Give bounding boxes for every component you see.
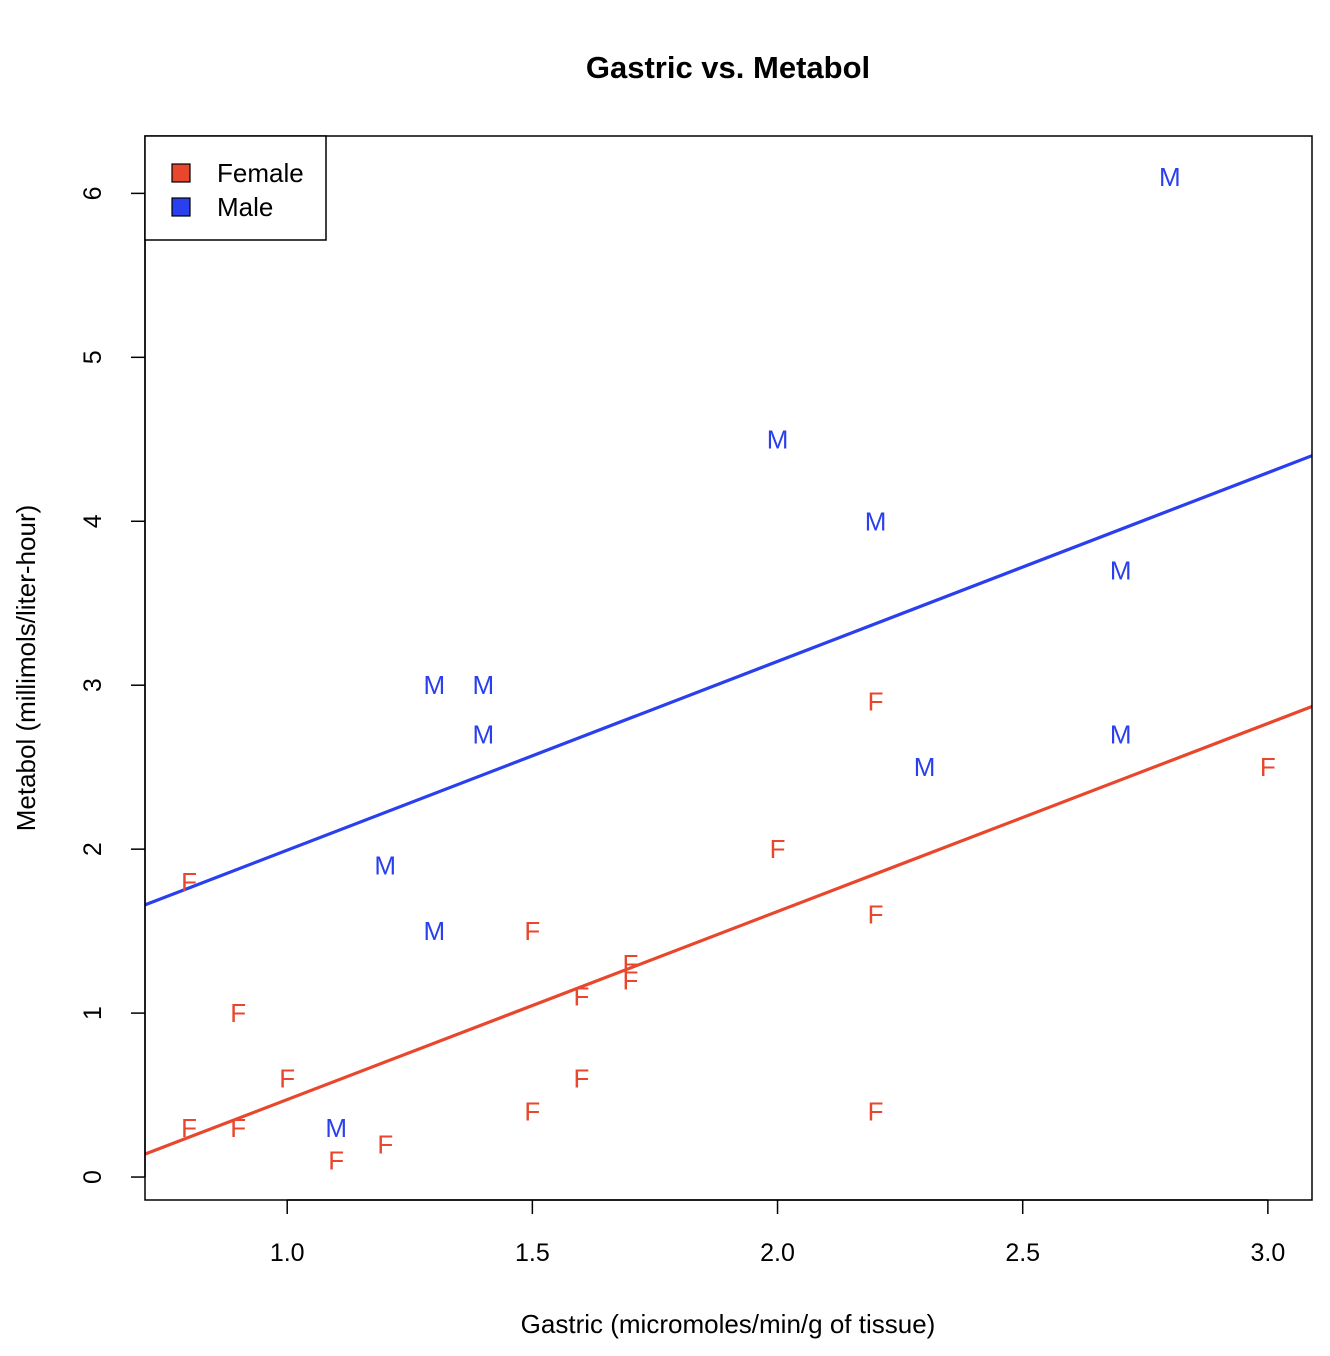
y-tick-label: 0	[79, 1170, 107, 1184]
female-point: F	[230, 998, 246, 1028]
female-point: F	[770, 834, 786, 864]
female-point: F	[524, 1096, 540, 1126]
legend-label-female: Female	[217, 158, 304, 188]
male-point: M	[423, 670, 445, 700]
y-axis-label: Metabol (millimols/liter-hour)	[11, 505, 41, 832]
female-point: F	[868, 900, 884, 930]
female-fit-line	[144, 705, 1313, 1156]
legend: Female Male	[144, 135, 327, 241]
x-tick-label: 2.5	[1005, 1239, 1040, 1267]
legend-swatch-male	[171, 197, 191, 217]
male-point: M	[374, 851, 396, 881]
male-point: M	[1159, 162, 1181, 192]
female-point: F	[230, 1113, 246, 1143]
legend-swatch-female	[171, 163, 191, 183]
chart-title: Gastric vs. Metabol	[586, 50, 870, 85]
y-tick-label: 3	[79, 678, 107, 692]
male-point: M	[865, 506, 887, 536]
male-fit-line	[144, 454, 1313, 907]
male-point: M	[325, 1113, 347, 1143]
male-point: M	[472, 719, 494, 749]
legend-box	[144, 135, 327, 241]
x-tick-label: 3.0	[1250, 1239, 1285, 1267]
female-point: F	[868, 687, 884, 717]
female-point: F	[868, 1096, 884, 1126]
male-point: M	[1110, 555, 1132, 585]
x-tick-label: 2.0	[760, 1239, 795, 1267]
y-tick-label: 4	[79, 514, 107, 528]
y-tick-label: 2	[79, 842, 107, 856]
y-tick-label: 1	[79, 1006, 107, 1020]
x-tick-label: 1.0	[270, 1239, 305, 1267]
male-point: M	[472, 670, 494, 700]
female-point: F	[622, 965, 638, 995]
plot-frame	[144, 135, 1313, 1201]
y-axis: 0 1 2 3 4 5 6	[79, 186, 146, 1184]
y-tick-label: 5	[79, 350, 107, 364]
female-point: F	[622, 949, 638, 979]
female-point: F	[377, 1129, 393, 1159]
female-point: F	[181, 867, 197, 897]
regression-lines	[144, 454, 1313, 1156]
female-point: F	[279, 1064, 295, 1094]
male-point: M	[914, 752, 936, 782]
male-point: M	[423, 916, 445, 946]
female-point: F	[328, 1146, 344, 1176]
x-axis: 1.0 1.5 2.0 2.5 3.0	[270, 1199, 1285, 1267]
female-point: F	[524, 916, 540, 946]
male-point: M	[1110, 719, 1132, 749]
x-axis-label: Gastric (micromoles/min/g of tissue)	[521, 1309, 936, 1339]
female-point: F	[181, 1113, 197, 1143]
legend-label-male: Male	[217, 192, 273, 222]
male-point: M	[767, 424, 789, 454]
female-point: F	[573, 1064, 589, 1094]
x-tick-label: 1.5	[515, 1239, 550, 1267]
female-point: F	[1260, 752, 1276, 782]
y-tick-label: 6	[79, 186, 107, 200]
female-point: F	[573, 982, 589, 1012]
